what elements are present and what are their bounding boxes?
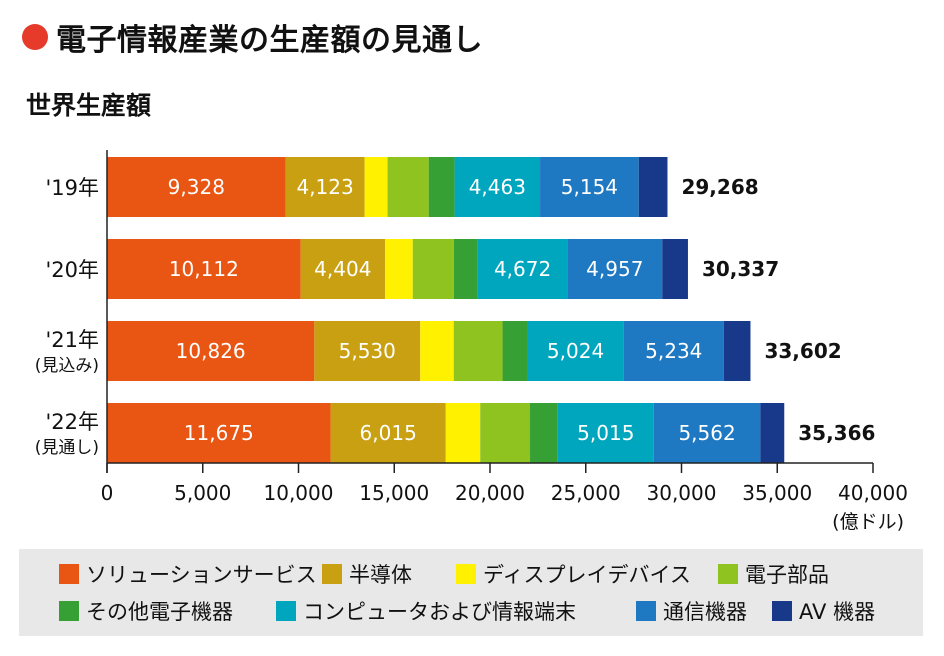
data-label: 6,015 bbox=[360, 421, 417, 445]
bar-segment bbox=[384, 239, 413, 299]
x-tick-label: 10,000 bbox=[264, 481, 334, 505]
category-label: '20年 bbox=[46, 258, 100, 282]
data-label: 4,463 bbox=[469, 175, 526, 199]
legend-swatch bbox=[322, 564, 342, 584]
data-label: 5,015 bbox=[577, 421, 634, 445]
chart-legend: ソリューションサービス 半導体 ディスプレイデバイス 電子部品その他電子機器 コンピュー… bbox=[19, 549, 923, 636]
legend-item: AV 機器 bbox=[772, 596, 892, 626]
bar-segment bbox=[540, 157, 639, 217]
legend-item: 半導体 bbox=[322, 559, 456, 589]
page-title-row: 電子情報産業の生産額の見通し bbox=[22, 17, 483, 58]
legend-item: その他電子機器 bbox=[59, 596, 276, 626]
data-label: 4,672 bbox=[494, 257, 551, 281]
bar-segment bbox=[107, 321, 315, 381]
legend-item: ソリューションサービス bbox=[59, 559, 322, 589]
legend-label: 電子部品 bbox=[745, 563, 829, 587]
page-title: 電子情報産業の生産額の見通し bbox=[56, 23, 483, 58]
bar-segment bbox=[364, 157, 388, 217]
total-label: 33,602 bbox=[764, 339, 841, 363]
category-label: '22年 bbox=[46, 410, 100, 434]
legend-label: コンピュータおよび情報端末 bbox=[303, 600, 576, 624]
stacked-bar-chart: 9,328 4,123 4,463 5,154 29,268 '19年 10,112 4,40… bbox=[35, 150, 908, 533]
bar-segment bbox=[314, 321, 421, 381]
data-label: 9,328 bbox=[168, 175, 225, 199]
legend-item: コンピュータおよび情報端末 bbox=[276, 596, 636, 626]
legend-swatch bbox=[59, 564, 79, 584]
legend-label: 半導体 bbox=[349, 563, 412, 587]
bar-segment bbox=[107, 403, 331, 463]
category-label: '19年 bbox=[46, 176, 100, 200]
legend-swatch bbox=[718, 564, 738, 584]
bar-segment bbox=[428, 157, 455, 217]
bar-segment bbox=[107, 239, 301, 299]
bar-segment bbox=[530, 403, 558, 463]
data-label: 10,112 bbox=[169, 257, 239, 281]
data-label: 5,562 bbox=[678, 421, 735, 445]
bar-segment bbox=[653, 403, 761, 463]
data-label: 4,404 bbox=[314, 257, 371, 281]
bar-segment bbox=[453, 321, 503, 381]
legend-swatch bbox=[59, 601, 79, 621]
legend-label: ディスプレイデバイス bbox=[483, 563, 691, 587]
data-label: 5,530 bbox=[339, 339, 396, 363]
data-label: 5,024 bbox=[547, 339, 604, 363]
x-tick-label: 25,000 bbox=[551, 481, 621, 505]
data-label: 5,234 bbox=[645, 339, 702, 363]
legend-swatch bbox=[636, 601, 656, 621]
bar-segment bbox=[420, 321, 454, 381]
bar-segment bbox=[454, 157, 541, 217]
legend-swatch bbox=[772, 601, 792, 621]
legend-item: 通信機器 bbox=[636, 596, 772, 626]
legend-label: AV 機器 bbox=[799, 600, 876, 624]
bar-segment bbox=[723, 321, 751, 381]
total-label: 30,337 bbox=[702, 257, 779, 281]
legend-label: 通信機器 bbox=[663, 600, 747, 624]
category-label: '21年 bbox=[46, 328, 100, 352]
data-label: 4,123 bbox=[296, 175, 353, 199]
x-tick-label: 30,000 bbox=[647, 481, 717, 505]
title-bullet-icon bbox=[22, 24, 48, 50]
x-tick-label: 35,000 bbox=[742, 481, 812, 505]
bar-segment bbox=[453, 239, 478, 299]
bar-segment bbox=[502, 321, 528, 381]
legend-item: 電子部品 bbox=[718, 559, 858, 589]
bar-segment bbox=[330, 403, 446, 463]
total-label: 29,268 bbox=[681, 175, 758, 199]
bar-segment bbox=[567, 239, 663, 299]
category-sublabel: (見込み) bbox=[35, 356, 99, 376]
data-label: 10,826 bbox=[176, 339, 246, 363]
bar-segment bbox=[480, 403, 531, 463]
category-sublabel: (見通し) bbox=[35, 438, 99, 458]
bar-segment bbox=[387, 157, 429, 217]
legend-swatch bbox=[276, 601, 296, 621]
bar-segment bbox=[760, 403, 785, 463]
total-label: 35,366 bbox=[798, 421, 875, 445]
bar-segment bbox=[412, 239, 454, 299]
x-tick-label: 5,000 bbox=[174, 481, 231, 505]
x-axis-unit-label: (億ドル) bbox=[832, 511, 904, 533]
legend-label: その他電子機器 bbox=[86, 600, 233, 624]
bar-segment bbox=[557, 403, 654, 463]
x-tick-label: 20,000 bbox=[455, 481, 525, 505]
bar-segment bbox=[662, 239, 688, 299]
bar-segment bbox=[477, 239, 568, 299]
bar-segment bbox=[300, 239, 385, 299]
bar-segment bbox=[623, 321, 724, 381]
chart-title: 世界生産額 bbox=[26, 91, 152, 120]
legend-item: ディスプレイデバイス bbox=[456, 559, 718, 589]
data-label: 11,675 bbox=[184, 421, 254, 445]
bar-segment bbox=[527, 321, 624, 381]
data-label: 4,957 bbox=[586, 257, 643, 281]
bar-segment bbox=[445, 403, 481, 463]
legend-swatch bbox=[456, 564, 476, 584]
bar-segment bbox=[638, 157, 668, 217]
x-tick-label: 40,000 bbox=[838, 481, 908, 505]
bar-segment bbox=[107, 157, 286, 217]
x-tick-label: 0 bbox=[101, 481, 114, 505]
data-label: 5,154 bbox=[561, 175, 618, 199]
legend-label: ソリューションサービス bbox=[86, 563, 317, 587]
bar-segment bbox=[285, 157, 365, 217]
x-tick-label: 15,000 bbox=[359, 481, 429, 505]
